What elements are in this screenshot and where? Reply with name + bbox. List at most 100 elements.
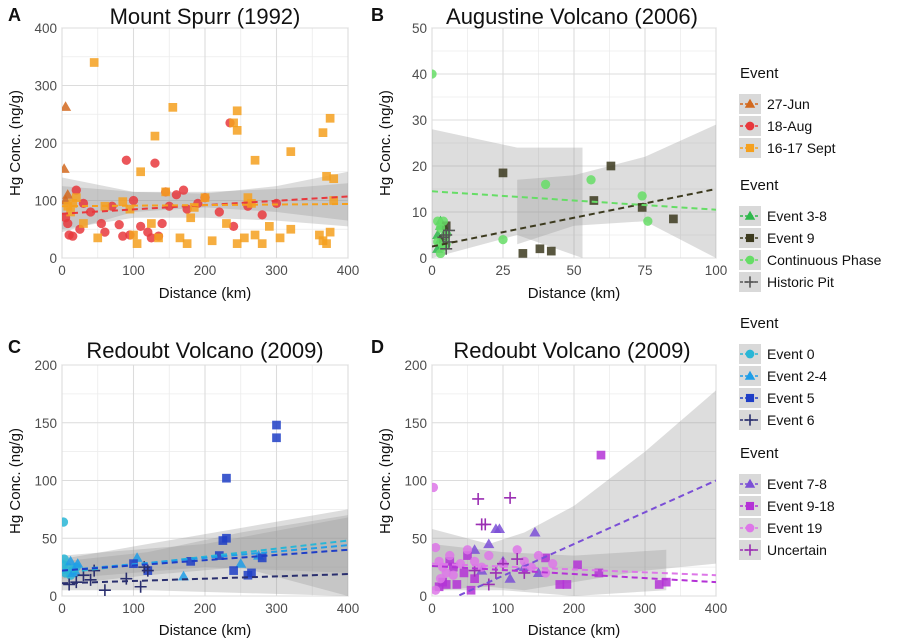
data-point bbox=[463, 551, 472, 560]
data-point bbox=[435, 248, 446, 258]
data-point bbox=[79, 219, 88, 228]
data-point bbox=[164, 201, 174, 211]
data-point bbox=[654, 580, 664, 589]
data-point bbox=[441, 580, 451, 589]
data-point bbox=[232, 106, 242, 116]
legend-key-marker bbox=[744, 276, 756, 288]
trend-line bbox=[432, 564, 716, 584]
data-point bbox=[546, 246, 556, 256]
x-tick-label: 400 bbox=[705, 601, 728, 616]
data-point bbox=[272, 420, 281, 430]
data-point bbox=[257, 239, 267, 248]
data-point bbox=[445, 550, 455, 561]
data-point bbox=[68, 231, 78, 241]
x-tick-label: 0 bbox=[58, 263, 66, 278]
x-tick-label: 25 bbox=[495, 263, 510, 278]
y-tick-label: 150 bbox=[34, 416, 57, 431]
data-point bbox=[482, 578, 495, 591]
legend-key-marker bbox=[745, 523, 755, 533]
legend-key-marker bbox=[744, 370, 756, 380]
data-point bbox=[136, 167, 145, 177]
data-point bbox=[493, 523, 506, 534]
data-point bbox=[120, 572, 133, 585]
gridlines bbox=[61, 27, 349, 259]
data-point bbox=[325, 227, 335, 237]
data-point bbox=[318, 128, 328, 137]
panel-b: 0 25 50 75 100 0 10 20 30 40 50 B Augustine Volcano … bbox=[371, 4, 727, 302]
data-point bbox=[445, 557, 455, 566]
data-point bbox=[448, 570, 458, 580]
data-point bbox=[643, 216, 653, 226]
panel-d: 0 100 200 300 400 0 50 100 150 200 D Redoubt Volcan… bbox=[371, 337, 727, 639]
data-point bbox=[118, 197, 128, 206]
data-point bbox=[596, 450, 606, 460]
data-point bbox=[504, 491, 517, 504]
y-tick-label: 50 bbox=[42, 531, 57, 546]
data-point bbox=[441, 221, 451, 231]
legend-key-marker bbox=[745, 143, 755, 153]
data-point bbox=[432, 542, 441, 553]
series-event-6 bbox=[63, 561, 154, 596]
x-tick-label: 50 bbox=[566, 263, 581, 278]
data-point bbox=[186, 557, 196, 566]
legend-item-label: Continuous Phase bbox=[767, 252, 882, 268]
legend-item-label: Event 2-4 bbox=[767, 368, 827, 384]
data-point bbox=[214, 551, 224, 560]
data-point bbox=[555, 580, 565, 589]
data-point bbox=[459, 568, 469, 578]
data-point bbox=[114, 220, 124, 230]
data-point bbox=[222, 219, 231, 228]
data-point bbox=[146, 233, 157, 243]
data-point bbox=[125, 204, 135, 214]
legend-3: Event Event 0 Event 2-4 Event 5 Event 6 bbox=[739, 315, 827, 430]
legend-item: 27-Jun bbox=[739, 94, 810, 114]
data-point bbox=[468, 564, 481, 577]
x-tick-label: 0 bbox=[428, 263, 436, 278]
data-point bbox=[229, 566, 238, 575]
data-point bbox=[452, 580, 462, 589]
data-point bbox=[232, 126, 242, 135]
x-tick-label: 300 bbox=[265, 263, 288, 278]
data-point bbox=[661, 577, 671, 587]
data-point bbox=[182, 239, 192, 248]
x-axis-label: Distance (km) bbox=[159, 622, 252, 639]
x-tick-label: 200 bbox=[563, 601, 586, 616]
trend-line bbox=[432, 188, 716, 248]
data-point bbox=[432, 482, 439, 493]
confidence-band bbox=[517, 124, 716, 258]
data-point bbox=[189, 203, 199, 212]
data-point bbox=[250, 155, 260, 165]
data-point bbox=[121, 155, 131, 165]
trend-line bbox=[62, 539, 348, 574]
data-point bbox=[325, 113, 335, 123]
legend-key-marker bbox=[744, 210, 756, 220]
data-point bbox=[540, 179, 551, 190]
chart-title: Augustine Volcano (2006) bbox=[446, 4, 698, 29]
data-point bbox=[462, 545, 473, 555]
data-point bbox=[72, 558, 84, 568]
legend-key-marker bbox=[744, 478, 756, 488]
legend-item: Event 2-4 bbox=[739, 366, 827, 386]
data-point bbox=[562, 580, 572, 589]
data-point bbox=[62, 517, 69, 527]
data-point bbox=[89, 58, 99, 67]
series-uncertain bbox=[468, 491, 531, 591]
data-point bbox=[526, 562, 537, 572]
y-axis-label: Hg Conc. (ng/g) bbox=[377, 428, 394, 534]
data-point bbox=[637, 191, 647, 201]
x-axis-label: Distance (km) bbox=[528, 285, 621, 302]
data-point bbox=[178, 185, 189, 195]
y-tick-label: 0 bbox=[419, 589, 427, 604]
plot-content bbox=[62, 58, 348, 248]
data-point bbox=[85, 207, 96, 217]
x-tick-label: 400 bbox=[337, 263, 360, 278]
panel-c: 0 100 200 300 400 0 50 100 150 200 C Redoubt Volcan… bbox=[7, 337, 359, 639]
legend-item-label: Event 5 bbox=[767, 390, 815, 406]
data-point bbox=[669, 214, 678, 224]
data-point bbox=[586, 175, 596, 185]
confidence-band bbox=[432, 390, 716, 591]
data-point bbox=[469, 556, 480, 566]
legend-title: Event bbox=[740, 445, 779, 462]
data-point bbox=[128, 195, 139, 206]
legend-item: 16-17 Sept bbox=[739, 138, 836, 158]
